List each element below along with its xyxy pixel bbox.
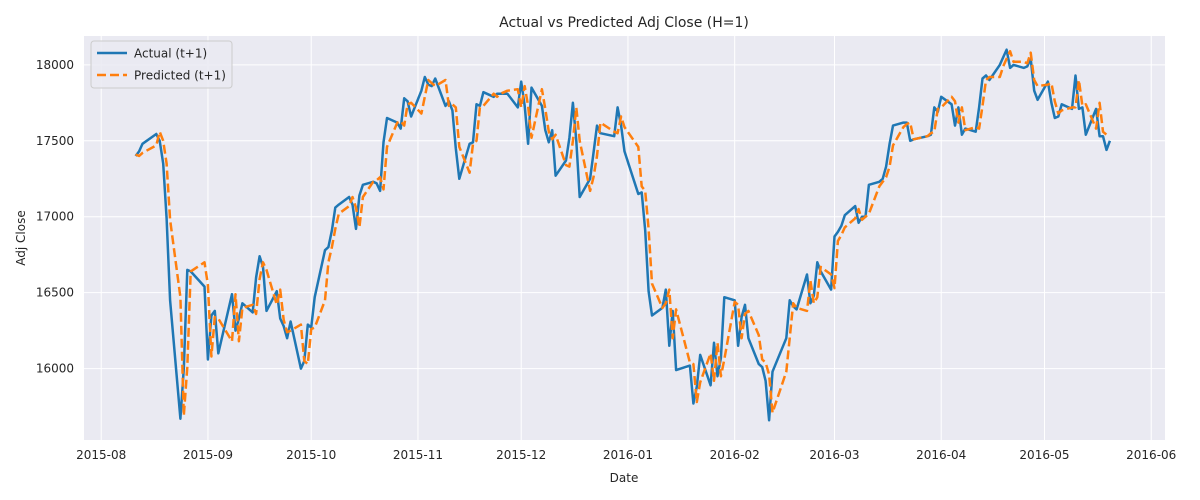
- x-axis-ticks: 2015-08 2015-09 2015-10 2015-11 2015-12 2016-…: [76, 448, 1176, 462]
- x-tick-label: 2015-11: [393, 448, 443, 462]
- y-axis-ticks: 16000 16500 17000 17500 18000: [36, 58, 74, 376]
- y-tick-label: 17000: [36, 210, 74, 224]
- legend-label-predicted: Predicted (t+1): [134, 69, 226, 83]
- y-tick-label: 16000: [36, 362, 74, 376]
- x-tick-label: 2016-04: [916, 448, 966, 462]
- x-tick-label: 2016-03: [809, 448, 859, 462]
- x-tick-label: 2015-12: [496, 448, 546, 462]
- x-tick-label: 2015-08: [76, 448, 126, 462]
- x-tick-label: 2015-09: [183, 448, 233, 462]
- x-tick-label: 2016-06: [1126, 448, 1176, 462]
- y-axis-label: Adj Close: [14, 210, 28, 265]
- y-tick-label: 16500: [36, 286, 74, 300]
- plot-area: [84, 36, 1165, 440]
- y-tick-label: 17500: [36, 134, 74, 148]
- y-tick-label: 18000: [36, 58, 74, 72]
- x-tick-label: 2015-10: [286, 448, 336, 462]
- chart-title: Actual vs Predicted Adj Close (H=1): [499, 15, 749, 31]
- legend-label-actual: Actual (t+1): [134, 47, 207, 61]
- series-predicted-line: [135, 49, 1111, 417]
- legend: Actual (t+1) Predicted (t+1): [90, 40, 233, 89]
- series-lines: [134, 48, 1112, 422]
- x-tick-label: 2016-01: [603, 448, 653, 462]
- x-tick-label: 2016-02: [710, 448, 760, 462]
- x-tick-label: 2016-05: [1019, 448, 1069, 462]
- grid: [84, 36, 1165, 440]
- x-axis-label: Date: [610, 471, 639, 485]
